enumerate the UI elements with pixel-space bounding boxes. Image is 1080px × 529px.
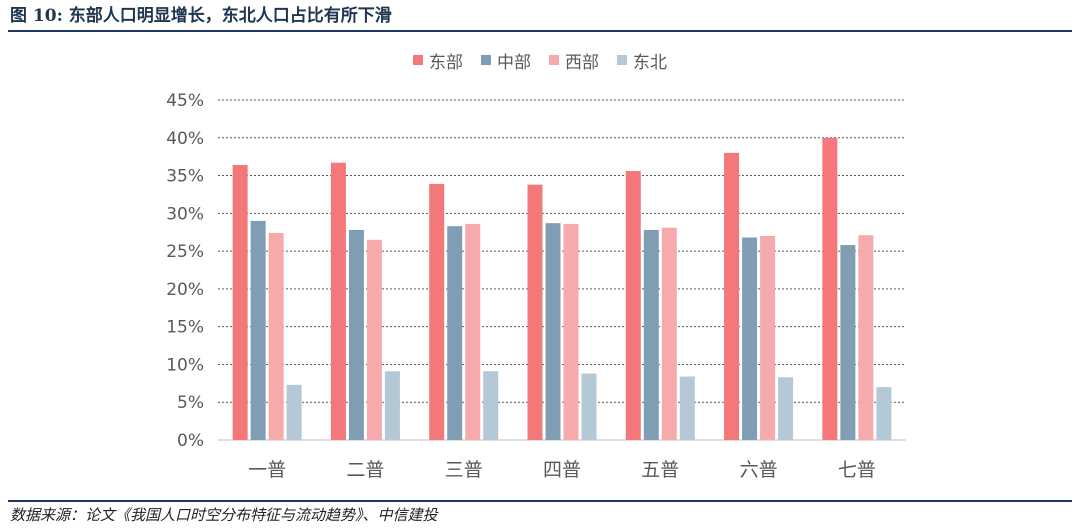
bar-chart: 0% 5% 10% 15% 20% 25% 30% 35% 40% 45% 一普 二普 三普 四普 五普 六普…: [166, 91, 906, 481]
y-tick-label: 15%: [166, 318, 204, 338]
bar-东部-五普: [625, 171, 641, 440]
bar-东部-四普: [527, 184, 543, 440]
bar-中部-四普: [545, 223, 561, 440]
figure-title: 图 10: 东部人口明显增长，东北人口占比有所下滑: [10, 6, 392, 26]
legend-swatch: [549, 55, 559, 65]
bar-中部-七普: [840, 245, 856, 440]
x-tick-label: 七普: [838, 459, 876, 481]
chart-legend: 东部 中部 西部 东北: [0, 48, 1080, 73]
bar-中部-五普: [643, 229, 659, 440]
legend-swatch: [481, 55, 491, 65]
bar-中部-三普: [447, 226, 463, 440]
bottom-divider: [8, 500, 1072, 502]
y-tick-label: 25%: [166, 242, 204, 262]
bar-东部-七普: [822, 137, 838, 440]
data-source-note: 数据来源：论文《我国人口时空分布特征与流动趋势》、中信建投: [10, 506, 438, 524]
y-tick-label: 20%: [166, 280, 204, 300]
bar-西部-七普: [858, 235, 874, 440]
bar-东部-一普: [232, 164, 248, 440]
y-tick-label: 30%: [166, 204, 204, 224]
bar-西部-一普: [268, 232, 284, 440]
bar-东部-六普: [724, 152, 740, 440]
x-tick-label: 三普: [445, 459, 483, 481]
bar-东北-五普: [679, 376, 695, 440]
legend-label: 中部: [497, 52, 531, 73]
bar-中部-二普: [348, 229, 364, 440]
y-tick-label: 35%: [166, 167, 204, 187]
bar-中部-一普: [250, 220, 266, 440]
legend-swatch: [617, 55, 627, 65]
x-tick-label: 五普: [641, 459, 679, 481]
bar-东北-六普: [778, 377, 794, 440]
bar-东北-二普: [384, 371, 400, 440]
y-tick-label: 45%: [166, 91, 204, 111]
y-tick-label: 40%: [166, 129, 204, 149]
bar-东北-三普: [483, 371, 499, 440]
bar-东部-三普: [429, 183, 445, 440]
legend-item: 东北: [617, 48, 667, 73]
bar-东部-二普: [330, 162, 346, 440]
legend-item: 西部: [549, 48, 599, 73]
x-tick-label: 四普: [543, 459, 581, 481]
bar-东北-一普: [286, 384, 302, 440]
legend-label: 西部: [565, 52, 599, 73]
bar-西部-三普: [465, 223, 481, 440]
top-divider: [8, 30, 1072, 32]
bar-中部-六普: [742, 237, 758, 440]
x-tick-label: 二普: [346, 459, 384, 481]
x-tick-label: 一普: [248, 459, 286, 481]
bar-西部-二普: [366, 239, 382, 440]
x-tick-label: 六普: [740, 459, 778, 481]
bar-西部-六普: [760, 236, 776, 440]
legend-item: 东部: [413, 48, 463, 73]
legend-swatch: [413, 55, 423, 65]
y-tick-label: 10%: [166, 355, 204, 375]
bar-西部-五普: [661, 227, 677, 440]
bar-西部-四普: [563, 223, 579, 440]
legend-label: 东部: [429, 52, 463, 73]
bar-东北-七普: [876, 387, 892, 440]
y-tick-label: 5%: [177, 393, 204, 413]
y-tick-label: 0%: [177, 431, 204, 451]
legend-label: 东北: [633, 52, 667, 73]
legend-item: 中部: [481, 48, 531, 73]
bar-东北-四普: [581, 373, 597, 440]
